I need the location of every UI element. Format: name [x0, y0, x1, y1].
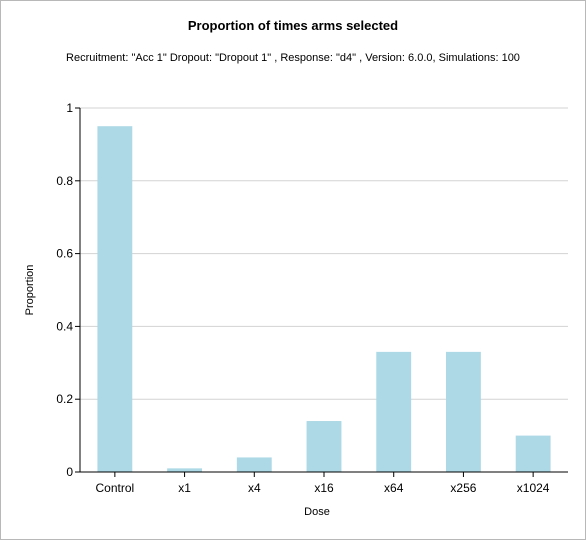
x-tick-label: x4	[248, 481, 261, 495]
bar-x256	[446, 351, 481, 472]
y-tick-label: 1	[66, 101, 73, 115]
x-tick-label: Control	[96, 481, 135, 495]
gridlines	[80, 107, 568, 400]
x-tick-label: x1	[178, 481, 191, 495]
x-tick-label: x64	[384, 481, 404, 495]
bars	[97, 126, 551, 472]
chart-title: Proportion of times arms selected	[188, 18, 398, 33]
axes	[75, 107, 568, 477]
bar-x1	[167, 468, 202, 472]
x-tick-labels: Control x1 x4 x16 x64 x256 x1024	[96, 481, 550, 495]
y-tick-label: 0	[66, 465, 73, 479]
x-tick-label: x256	[450, 481, 476, 495]
y-tick-label: 0.2	[56, 392, 73, 406]
bar-control	[97, 126, 133, 472]
x-axis-title: Dose	[304, 506, 330, 518]
chart-subtitle: Recruitment: "Acc 1" Dropout: "Dropout 1…	[66, 52, 520, 64]
y-tick-label: 0.4	[56, 319, 73, 333]
x-tick-label: x1024	[517, 481, 550, 495]
x-tick-label: x16	[314, 481, 334, 495]
y-tick-label: 0.8	[56, 174, 73, 188]
bar-x4	[236, 457, 272, 472]
bar-x64	[376, 351, 412, 472]
y-tick-labels: 0 0.2 0.4 0.6 0.8 1	[56, 101, 73, 479]
y-axis-title: Proportion	[24, 265, 36, 316]
bar-x1024	[515, 435, 551, 472]
y-tick-label: 0.6	[56, 247, 73, 261]
bar-x16	[306, 421, 342, 472]
